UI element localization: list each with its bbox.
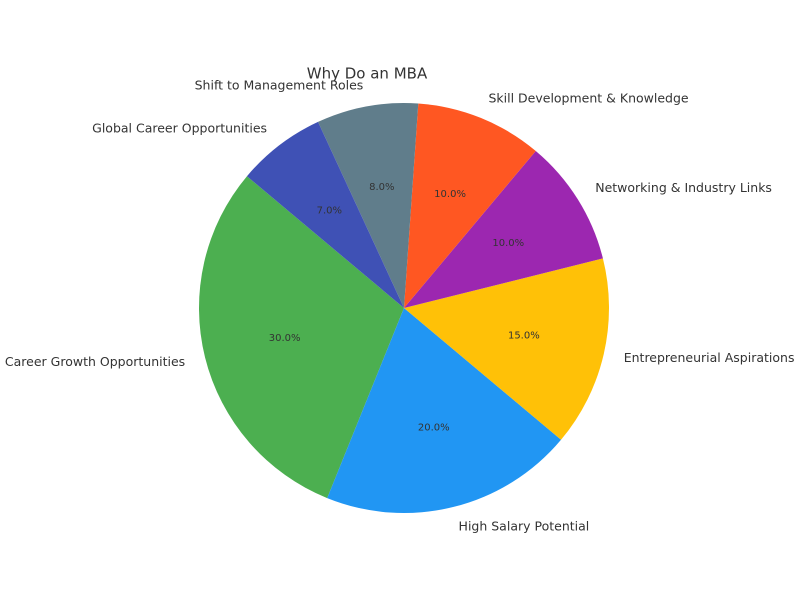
value-label: 20.0% xyxy=(418,422,450,433)
pie-slice xyxy=(318,103,419,308)
pie-slice xyxy=(327,308,562,513)
slice-label: Career Growth Opportunities xyxy=(5,354,185,369)
slice-label: Entrepreneurial Aspirations xyxy=(624,350,795,365)
pie-slice xyxy=(404,150,603,308)
pie-slice xyxy=(246,121,404,309)
slice-label: Skill Development & Knowledge xyxy=(488,90,688,105)
pie-slice xyxy=(198,176,404,499)
chart-title: Why Do an MBA xyxy=(307,65,428,83)
value-label: 7.0% xyxy=(317,205,342,216)
value-label: 8.0% xyxy=(369,182,394,193)
slice-label: Global Career Opportunities xyxy=(92,120,267,135)
pie-slice xyxy=(404,103,536,309)
value-label: 15.0% xyxy=(508,331,540,342)
slice-label: Networking & Industry Links xyxy=(595,180,772,195)
slice-label: High Salary Potential xyxy=(459,518,590,533)
slice-label: Shift to Management Roles xyxy=(195,78,364,93)
value-label: 30.0% xyxy=(269,333,301,344)
pie-slice xyxy=(404,258,609,440)
value-label: 10.0% xyxy=(434,189,466,200)
value-label: 10.0% xyxy=(492,238,524,249)
